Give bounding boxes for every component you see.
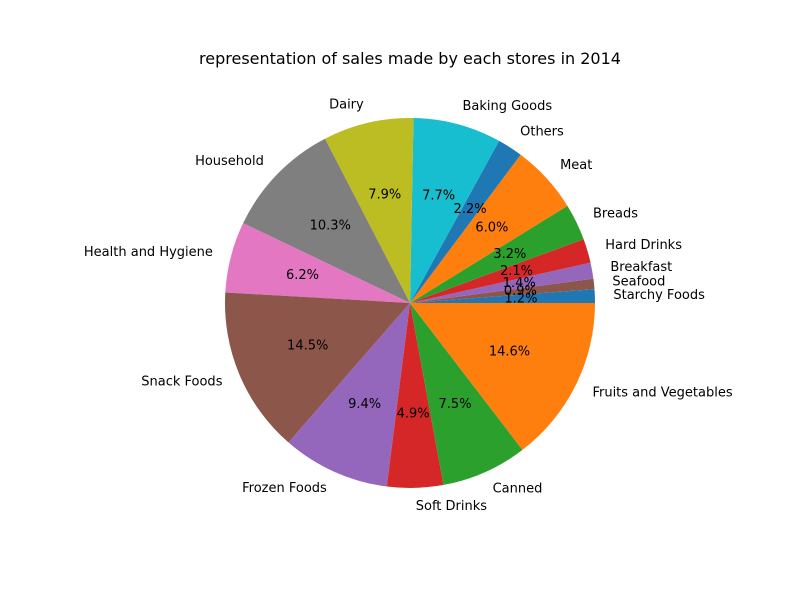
pie-percent-label: 14.6% [489, 345, 530, 360]
pie-category-label: Seafood [612, 274, 665, 289]
pie-category-label: Others [520, 124, 564, 139]
pie-percent-label: 14.5% [287, 339, 328, 354]
pie-slice-soft-drinks [386, 303, 444, 488]
pie-slice-others [410, 140, 521, 303]
pie-category-label: Hard Drinks [605, 238, 682, 253]
pie-category-label: Health and Hygiene [84, 245, 213, 260]
pie-percent-label: 7.9% [368, 187, 401, 202]
pie-category-label: Household [195, 154, 264, 169]
pie-labels: 1.2% Starchy Foods 0.9% Seafood 1.4% Breakfas… [84, 97, 733, 514]
pie-category-label: Meat [560, 158, 592, 173]
pie-percent-label: 9.4% [348, 397, 381, 412]
pie-slice-frozen-foods [288, 303, 410, 487]
pie-slice-meat [410, 154, 568, 303]
pie-slice-fruits-and-vegetables [410, 303, 595, 450]
pie-category-label: Frozen Foods [242, 481, 327, 496]
pie-percent-label: 2.2% [454, 202, 487, 217]
pie-percent-label: 2.1% [500, 264, 533, 279]
pie-percent-label: 4.9% [397, 406, 430, 421]
pie-percent-label: 6.2% [286, 268, 319, 283]
pie-slice-health-and-hygiene [225, 223, 410, 303]
pie-category-label: Baking Goods [462, 99, 552, 114]
pie-slice-snack-foods [225, 292, 410, 443]
pie-percent-label: 1.4% [503, 276, 536, 291]
pie-category-label: Fruits and Vegetables [592, 386, 732, 401]
pie-percent-label: 10.3% [310, 218, 351, 233]
pie-category-label: Snack Foods [141, 375, 222, 390]
pie-slice-hard-drinks [410, 239, 591, 303]
pie-percent-label: 7.5% [439, 397, 472, 412]
pie-category-label: Breads [593, 207, 638, 222]
pie-slice-seafood [410, 278, 595, 303]
pie-category-label: Soft Drinks [416, 499, 488, 514]
pie-percent-label: 3.2% [493, 247, 526, 262]
pie-category-label: Starchy Foods [613, 288, 705, 303]
pie-percent-label: 0.9% [504, 284, 537, 299]
pie-percent-label: 6.0% [475, 221, 508, 236]
pie-category-label: Dairy [329, 97, 364, 112]
pie-slice-starchy-foods [410, 289, 595, 303]
pie-slice-breads [410, 205, 584, 303]
pie-percent-label: 1.2% [504, 291, 537, 306]
pie-slice-breakfast [410, 262, 594, 303]
pie-category-label: Breakfast [610, 260, 672, 275]
pie-slice-dairy [324, 118, 414, 304]
chart-title: representation of sales made by each sto… [199, 49, 621, 68]
pie-slice-household [243, 138, 410, 303]
pie-slices [225, 118, 595, 488]
pie-slice-canned [410, 303, 523, 485]
pie-percent-label: 7.7% [422, 188, 455, 203]
pie-category-label: Canned [493, 481, 543, 496]
pie-slice-baking-goods [410, 118, 500, 303]
